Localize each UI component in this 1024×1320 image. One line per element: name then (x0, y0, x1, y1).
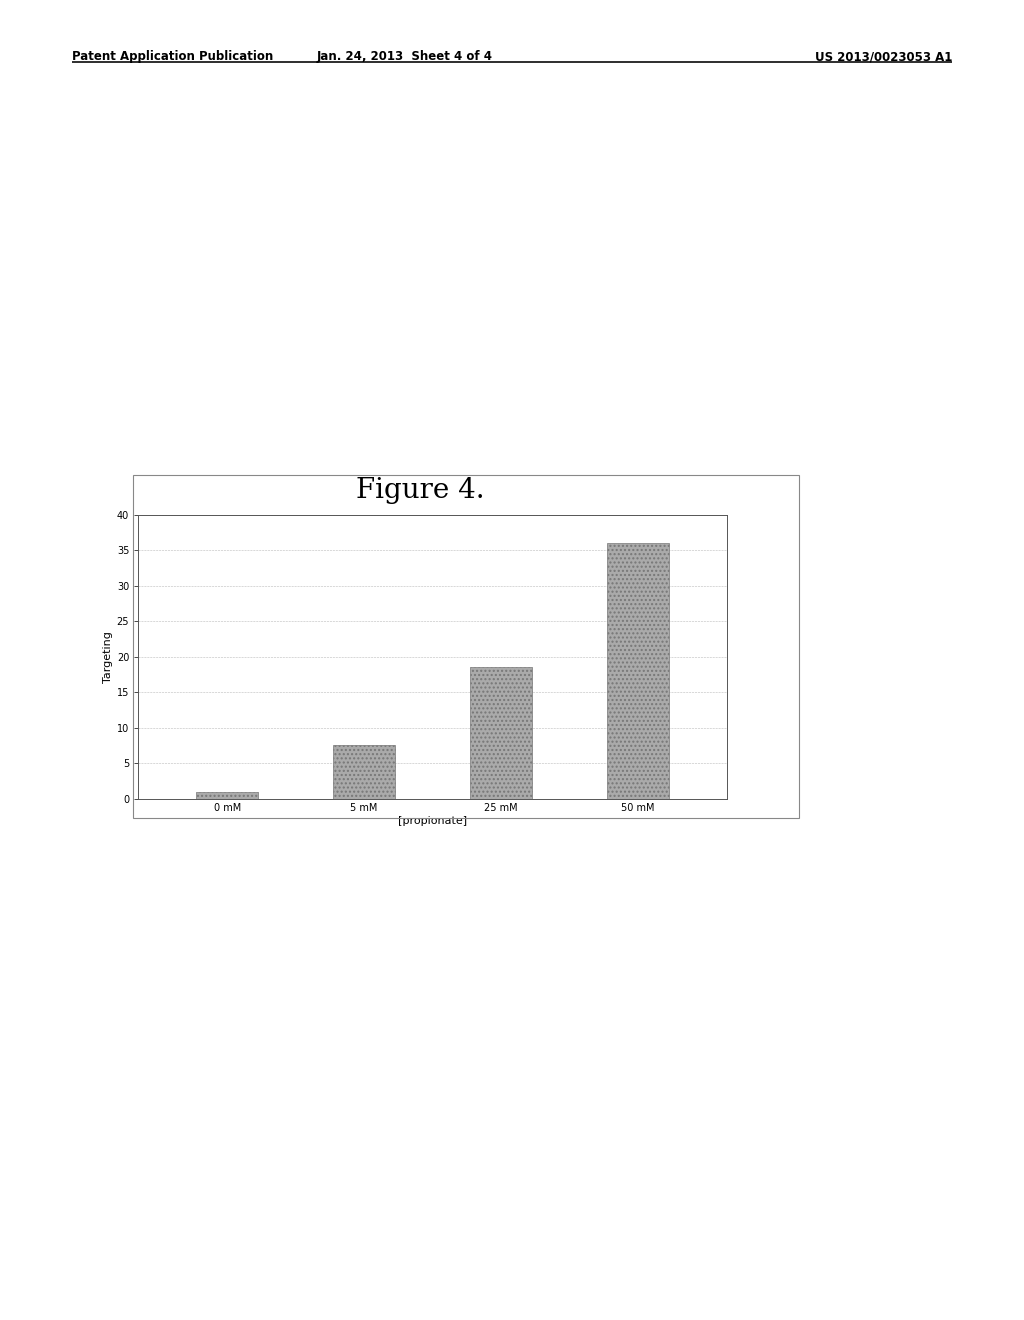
Bar (197, 792, 258, 799)
Bar (334, 746, 395, 799)
Bar (470, 668, 531, 799)
Text: Figure 4.: Figure 4. (355, 478, 484, 504)
Y-axis label: Targeting: Targeting (102, 631, 113, 682)
Text: Patent Application Publication: Patent Application Publication (72, 50, 273, 63)
Text: US 2013/0023053 A1: US 2013/0023053 A1 (815, 50, 952, 63)
X-axis label: [propionate]: [propionate] (398, 816, 467, 826)
Text: Jan. 24, 2013  Sheet 4 of 4: Jan. 24, 2013 Sheet 4 of 4 (316, 50, 493, 63)
Bar (607, 544, 669, 799)
